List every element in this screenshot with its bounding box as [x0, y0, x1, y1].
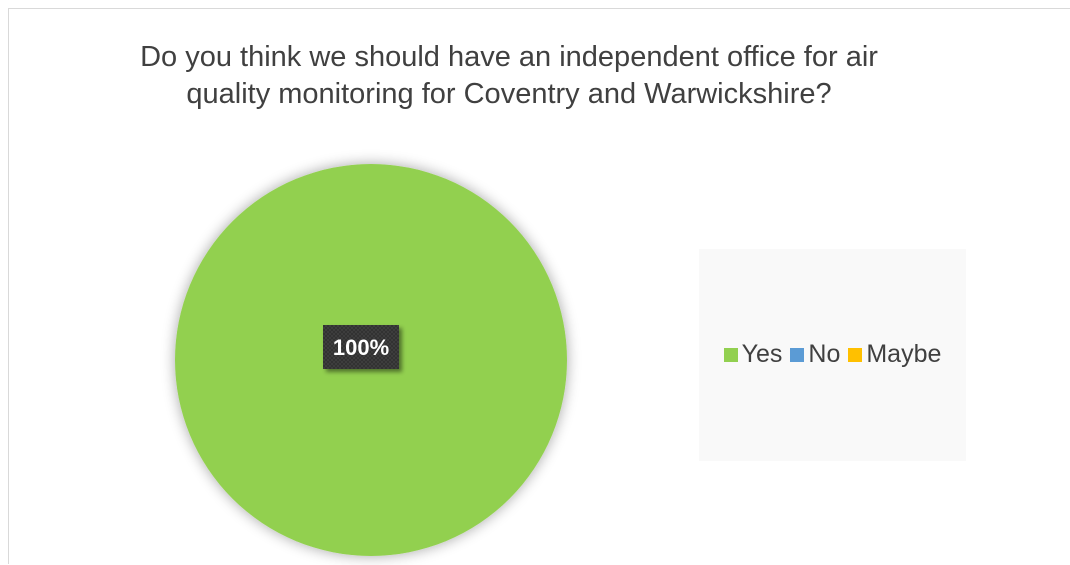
- legend-items: Yes No Maybe: [699, 340, 966, 369]
- pie-chart: 100%: [175, 164, 567, 556]
- legend-swatch: [723, 347, 738, 362]
- legend-item-no: No: [790, 340, 840, 369]
- legend-swatch: [848, 347, 863, 362]
- data-label: 100%: [323, 325, 399, 369]
- legend-item-maybe: Maybe: [848, 340, 941, 369]
- legend-item-yes: Yes: [723, 340, 783, 369]
- data-label-text: 100%: [333, 335, 389, 360]
- legend-swatch: [790, 347, 805, 362]
- legend-label: Yes: [741, 340, 783, 368]
- chart-frame: Do you think we should have an independe…: [8, 8, 1070, 564]
- legend: Yes No Maybe: [699, 249, 966, 461]
- chart-title: Do you think we should have an independe…: [140, 41, 878, 110]
- legend-label: Maybe: [866, 340, 942, 368]
- data-label-box: [323, 325, 399, 369]
- legend-label: No: [808, 340, 841, 368]
